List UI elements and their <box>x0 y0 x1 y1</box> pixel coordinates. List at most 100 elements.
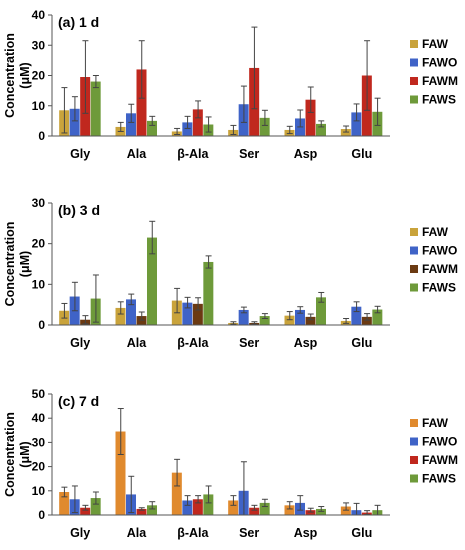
x-category-label: Ser <box>239 336 259 350</box>
error-bar-fawm-3 <box>251 504 258 511</box>
error-bar-fawm-1 <box>138 311 145 321</box>
bar-faws-0 <box>90 498 101 515</box>
error-bar-fawo-5 <box>353 103 360 122</box>
legend-label: FAWS <box>422 93 456 107</box>
bar-faw-4 <box>284 505 295 515</box>
error-bar-fawo-1 <box>128 293 135 306</box>
error-bar-faws-5 <box>374 97 381 126</box>
legend-label: FAWO <box>422 244 457 258</box>
x-category-label: Ala <box>127 526 148 540</box>
error-bar-fawm-0 <box>82 315 89 325</box>
bar-fawm-4 <box>305 316 316 325</box>
error-bar-fawo-0 <box>71 485 78 514</box>
bar-fawo-4 <box>295 309 305 325</box>
error-bar-fawo-2 <box>184 115 191 129</box>
chart-panel-3: 0 10 20 30 40 50 Gly Ala β-Ala Ser Asp Glu (c) 7 d Co… <box>3 387 458 540</box>
error-bar-fawm-2 <box>195 100 202 119</box>
y-tick-label: 50 <box>32 387 46 401</box>
x-category-label: Ser <box>239 147 259 161</box>
y-tick-label: 30 <box>32 435 46 449</box>
bar-faws-4 <box>316 297 326 325</box>
x-category-label: Gly <box>70 147 90 161</box>
bar-faws-5 <box>372 309 383 325</box>
y-tick-label: 20 <box>32 69 46 83</box>
y-axis-label: Concentration <box>3 222 17 307</box>
bar-faws-1 <box>147 505 157 515</box>
error-bar-faw-0 <box>61 486 68 498</box>
x-category-label: β-Ala <box>177 526 209 540</box>
x-category-label: Glu <box>351 336 372 350</box>
legend-swatch-faw <box>410 40 418 48</box>
error-bar-faw-5 <box>343 317 350 324</box>
error-bar-faw-2 <box>174 287 181 314</box>
x-category-label: Asp <box>294 336 318 350</box>
y-tick-label: 40 <box>32 8 46 22</box>
x-category-label: Asp <box>294 526 318 540</box>
y-tick-label: 30 <box>32 38 46 52</box>
error-bar-faw-1 <box>117 408 124 455</box>
y-tick-label: 10 <box>32 277 46 291</box>
bar-faws-1 <box>147 120 157 136</box>
error-bar-faws-0 <box>92 274 99 323</box>
bar-faw-2 <box>171 472 182 515</box>
error-bar-fawm-0 <box>82 504 89 511</box>
error-bar-fawo-0 <box>71 281 78 312</box>
error-bar-faw-3 <box>230 124 237 135</box>
y-tick-label: 0 <box>38 318 45 332</box>
error-bar-faws-3 <box>261 109 268 126</box>
y-tick-label: 0 <box>38 129 45 143</box>
error-bar-faws-1 <box>149 115 156 126</box>
legend-label: FAWS <box>422 281 456 295</box>
error-bar-faws-0 <box>92 491 99 505</box>
error-bar-fawm-4 <box>307 313 314 321</box>
x-category-label: Ala <box>127 147 148 161</box>
legend-swatch-fawm <box>410 456 418 464</box>
error-bar-faws-3 <box>261 313 268 319</box>
error-bar-faw-4 <box>286 125 293 135</box>
y-tick-label: 0 <box>38 508 45 522</box>
bar-fawm-2 <box>192 499 203 515</box>
bar-faws-0 <box>90 81 101 136</box>
error-bar-fawo-5 <box>353 301 360 313</box>
bar-fawm-3 <box>249 507 260 515</box>
error-bar-faw-5 <box>343 502 350 511</box>
bar-fawm-0 <box>80 507 91 515</box>
legend-label: FAWM <box>422 262 458 276</box>
error-bar-faw-1 <box>117 301 124 315</box>
legend-swatch-faws <box>410 474 418 483</box>
bar-fawo-2 <box>182 122 193 136</box>
legend-label: FAW <box>422 37 449 51</box>
legend: FAW FAWO FAWM FAWS <box>410 416 458 486</box>
legend-swatch-fawo <box>410 437 418 446</box>
error-bar-fawm-1 <box>138 507 145 511</box>
legend-label: FAWS <box>422 472 456 486</box>
error-bar-faw-2 <box>174 458 181 487</box>
legend-label: FAWO <box>422 56 457 70</box>
error-bar-faws-2 <box>205 116 212 133</box>
error-bar-faws-4 <box>318 506 325 512</box>
x-category-label: Ser <box>239 526 259 540</box>
y-tick-label: 30 <box>32 196 46 210</box>
bar-fawm-1 <box>136 69 147 136</box>
y-axis-label: Concentration <box>3 412 17 497</box>
panel-title: (b) 3 d <box>58 202 100 218</box>
panel-title: (c) 7 d <box>58 393 99 409</box>
error-bar-faws-2 <box>205 485 212 504</box>
legend-label: FAWM <box>422 453 458 467</box>
panel-title: (a) 1 d <box>58 14 99 30</box>
bar-fawo-5 <box>351 112 362 136</box>
bar-fawo-5 <box>351 306 362 325</box>
error-bar-fawm-4 <box>307 86 314 113</box>
error-bar-faws-4 <box>318 120 325 128</box>
legend: FAW FAWO FAWM FAWS <box>410 225 458 295</box>
bar-faw-3 <box>228 500 239 515</box>
legend-swatch-fawo <box>410 58 418 67</box>
error-bar-faws-0 <box>92 75 99 89</box>
error-bar-faws-1 <box>149 220 156 255</box>
error-bar-fawm-2 <box>195 297 202 311</box>
legend-swatch-faws <box>410 95 418 104</box>
bar-fawo-1 <box>126 113 136 136</box>
error-bar-faw-1 <box>117 121 124 132</box>
bar-faws-4 <box>316 508 326 515</box>
